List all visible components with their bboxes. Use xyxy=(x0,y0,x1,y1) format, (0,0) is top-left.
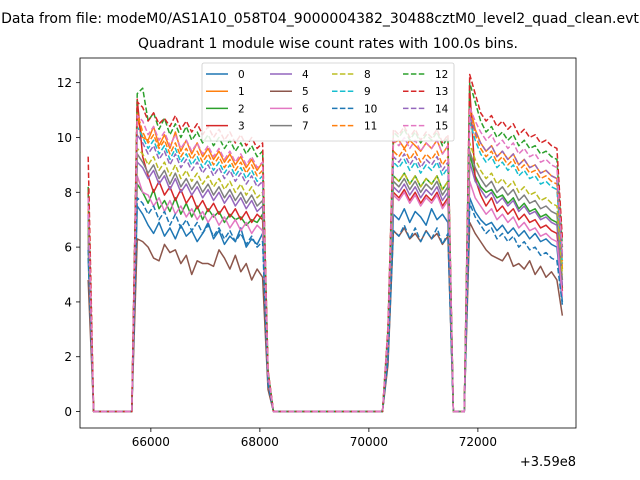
legend-label-9: 9 xyxy=(364,86,371,98)
y-tick-label: 6 xyxy=(64,241,72,255)
chart-title: Quadrant 1 module wise count rates with … xyxy=(138,36,518,52)
legend-label-8: 8 xyxy=(364,69,371,81)
plot-frame xyxy=(79,57,577,429)
legend-label-12: 12 xyxy=(435,69,448,81)
x-axis-offset-label: +3.59e8 xyxy=(520,455,576,470)
legend-label-5: 5 xyxy=(302,86,309,98)
y-axis: 0 2 4 6 8 10 12 xyxy=(57,76,80,419)
series-layer xyxy=(87,73,564,413)
legend-label-2: 2 xyxy=(238,103,245,115)
legend-label-4: 4 xyxy=(302,69,309,81)
legend-box xyxy=(201,62,455,142)
series-line-9 xyxy=(87,120,564,413)
y-tick-label: 0 xyxy=(64,405,72,419)
series-line-11 xyxy=(87,109,564,413)
y-tick-label: 4 xyxy=(64,295,72,309)
x-tick-label: 66000 xyxy=(132,435,170,449)
legend-label-13: 13 xyxy=(435,86,448,98)
figure-suptitle: Data from file: modeM0/AS1A10_058T04_900… xyxy=(1,11,639,27)
series-line-13 xyxy=(87,73,564,413)
x-tick-label: 70000 xyxy=(350,435,388,449)
x-tick-label: 72000 xyxy=(459,435,497,449)
legend-label-7: 7 xyxy=(302,121,309,133)
y-tick-label: 8 xyxy=(64,186,72,200)
y-tick-label: 10 xyxy=(57,131,72,145)
x-axis: 66000 68000 70000 72000 xyxy=(132,428,497,449)
legend-label-6: 6 xyxy=(302,103,309,115)
y-tick-label: 12 xyxy=(57,76,72,90)
legend-label-11: 11 xyxy=(364,121,377,133)
legend-label-15: 15 xyxy=(435,121,448,133)
series-line-15 xyxy=(87,106,564,413)
y-tick-label: 2 xyxy=(64,350,72,364)
legend-label-3: 3 xyxy=(238,121,245,133)
legend-label-10: 10 xyxy=(364,103,377,115)
legend-label-1: 1 xyxy=(238,86,245,98)
legend-label-0: 0 xyxy=(238,69,245,81)
legend-label-14: 14 xyxy=(435,103,449,115)
x-tick-label: 68000 xyxy=(241,435,279,449)
